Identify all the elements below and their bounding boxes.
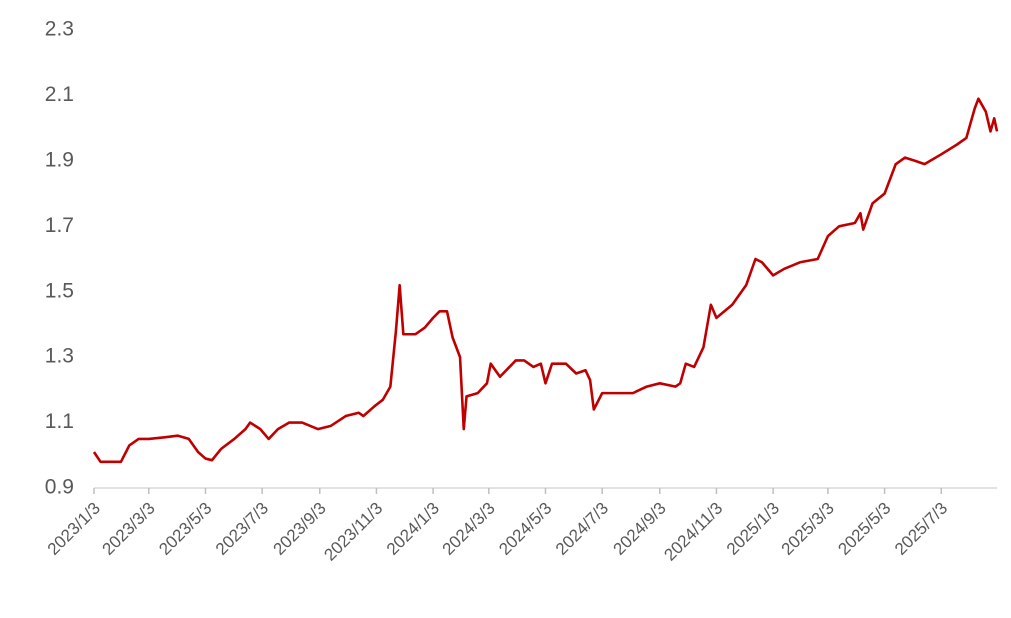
y-tick-label: 0.9 bbox=[45, 476, 74, 499]
y-tick-label: 1.5 bbox=[45, 279, 74, 302]
y-tick-label: 1.3 bbox=[45, 345, 74, 368]
x-tick-label: 2024/11/3 bbox=[660, 499, 726, 565]
x-tick-label: 2024/5/3 bbox=[495, 499, 555, 559]
x-tick-label: 2024/1/3 bbox=[383, 499, 443, 559]
x-tick-label: 2023/3/3 bbox=[99, 499, 159, 559]
line bbox=[92, 97, 999, 464]
y-tick-label: 1.7 bbox=[45, 214, 74, 237]
x-tick-label: 2024/7/3 bbox=[552, 499, 612, 559]
x-tick-label: 2023/5/3 bbox=[155, 499, 215, 559]
y-tick-label: 2.3 bbox=[45, 18, 74, 41]
y-tick-label: 2.1 bbox=[45, 83, 74, 106]
x-tick-label: 2025/7/3 bbox=[891, 499, 951, 559]
x-tick-label: 2023/11/3 bbox=[320, 499, 386, 565]
x-tick-label: 2024/3/3 bbox=[439, 499, 499, 559]
y-tick-label: 1.1 bbox=[45, 410, 74, 433]
x-tick-label: 2023/7/3 bbox=[212, 499, 272, 559]
x-tick-label: 2025/3/3 bbox=[778, 499, 838, 559]
x-tick-label: 2023/1/3 bbox=[44, 499, 104, 559]
x-tick-label: 2025/1/3 bbox=[723, 499, 783, 559]
y-tick-label: 1.9 bbox=[45, 148, 74, 171]
x-tick-label: 2025/5/3 bbox=[834, 499, 894, 559]
